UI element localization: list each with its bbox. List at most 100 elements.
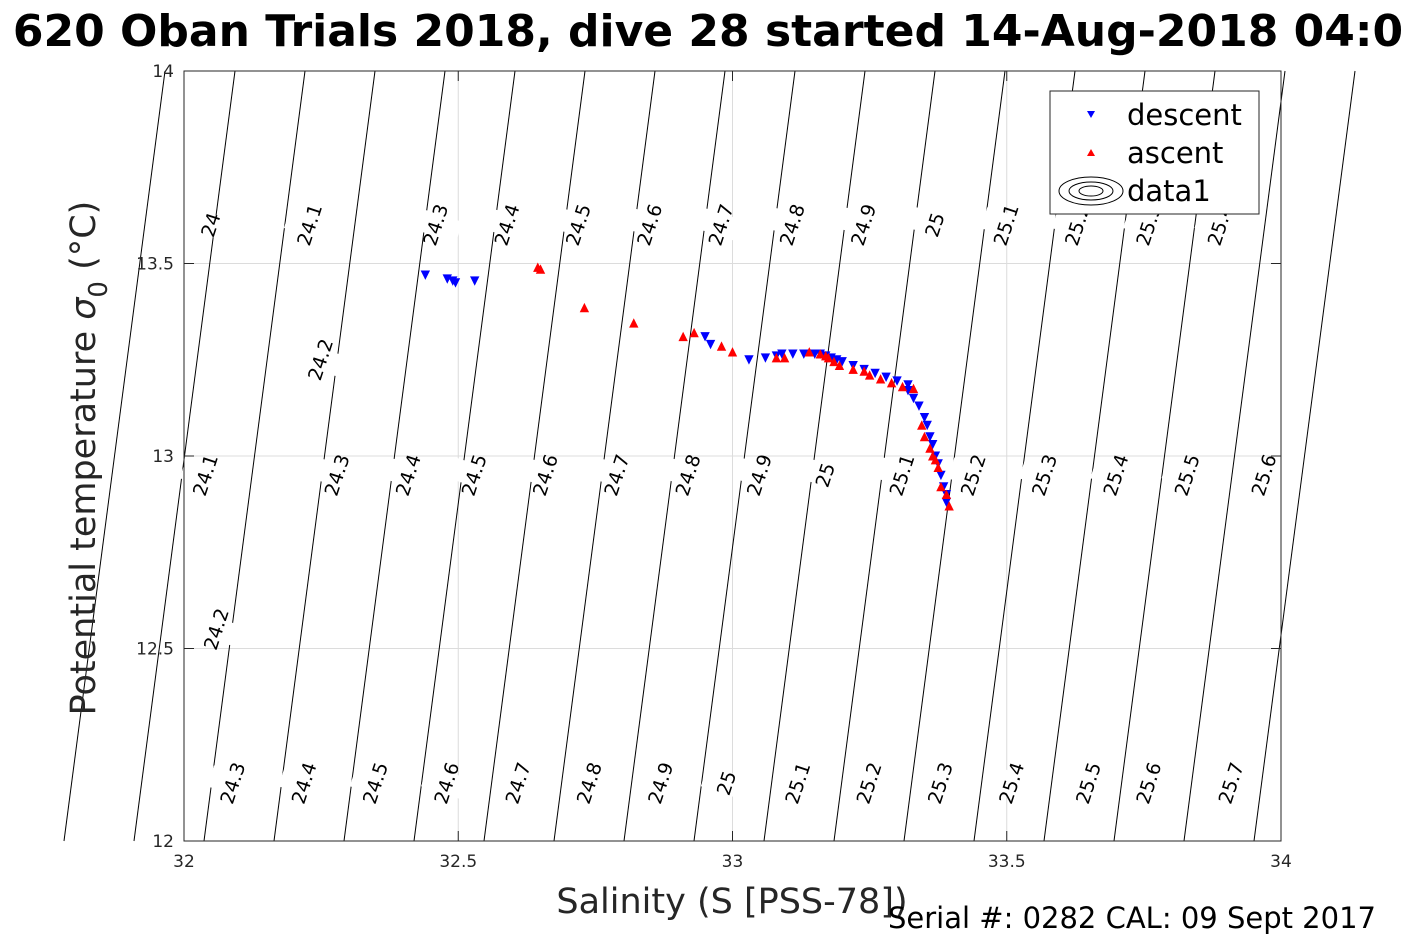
descent-marker (450, 278, 461, 288)
ascent-marker (897, 381, 908, 392)
data-markers (420, 262, 954, 511)
descent-marker (760, 353, 771, 363)
descent-marker (744, 355, 754, 365)
contour-label-bg (700, 765, 754, 802)
ascent-marker (779, 352, 790, 363)
isopycnal-line (343, 70, 446, 842)
contour-label-bg (481, 207, 534, 243)
isopycnal-line (483, 70, 586, 842)
contour-label-bg (662, 457, 715, 494)
x-tick-label: 34 (1270, 852, 1292, 872)
ascent-marker (535, 264, 546, 274)
isopycnal-line (273, 70, 376, 842)
contour-label-bg (563, 765, 617, 802)
contour-label-bg (766, 207, 820, 243)
contour-label-bg (492, 765, 545, 802)
descent-marker (908, 393, 919, 404)
ascent-marker (859, 366, 869, 376)
descent-marker (892, 376, 902, 386)
contour-label-bg (624, 207, 677, 243)
contour-label-bg (294, 341, 348, 378)
y-axis-label-subscript: 0 (84, 281, 114, 298)
descent-marker (922, 420, 932, 431)
isopycnal-line (833, 70, 936, 842)
ascent-marker (919, 431, 930, 442)
isopycnal-line (203, 70, 306, 842)
descent-marker (870, 368, 880, 379)
contour-label-bg (947, 457, 1001, 494)
contour-label-bg (1051, 207, 1105, 243)
ascent-marker (944, 501, 954, 511)
contour-label-bg (799, 457, 852, 494)
descent-marker (919, 412, 930, 423)
ascent-marker (815, 349, 825, 359)
contour-label-bg (914, 765, 968, 802)
ascent-marker (925, 443, 935, 453)
contour-label-bg (311, 457, 364, 494)
ascent-marker (933, 462, 943, 473)
ascent-marker (678, 331, 688, 342)
descent-marker (777, 349, 787, 359)
axis-ticks: 32 32.5 33 33.5 34 12 12.5 13 13.5 14 (136, 62, 1292, 872)
contour-label-bg (382, 457, 436, 494)
contour-label-bg (1238, 457, 1291, 494)
contour-label-bg (876, 457, 929, 494)
ascent-marker (716, 341, 727, 351)
y-tick-label: 14 (152, 62, 174, 82)
ascent-marker (629, 318, 639, 328)
y-axis-label-text: Potential temperature (64, 320, 104, 716)
y-axis-label-sigma: σ (64, 296, 104, 320)
chart-title: 620 Oban Trials 2018, dive 28 started 14… (13, 6, 1403, 57)
contour-label-bg (634, 765, 688, 802)
legend-ascent-icon (1087, 149, 1095, 156)
descent-marker (928, 439, 938, 450)
ascent-marker (689, 327, 699, 338)
isopycnal-line (413, 70, 516, 842)
x-tick-label: 32 (173, 852, 195, 872)
contour-label-bg (179, 457, 233, 494)
ascent-marker (941, 489, 952, 500)
contour-label-bg (1194, 207, 1247, 243)
ascent-marker (917, 420, 927, 430)
ascent-marker (829, 356, 839, 367)
legend-label: descent (1127, 98, 1242, 132)
isopycnal-line (763, 70, 866, 842)
serial-calibration-note: Serial #: 0282 CAL: 09 Sept 2017 (888, 901, 1376, 935)
ascent-marker (886, 377, 897, 388)
isopycnal-line (1183, 70, 1286, 842)
ascent-marker (864, 370, 875, 380)
x-tick-label: 33.5 (988, 852, 1026, 872)
ascent-marker (848, 364, 858, 374)
y-axis-label: Potential temperature σ0 (°C) (64, 201, 114, 716)
contour-label-bg (185, 207, 238, 243)
isopycnal-line (1253, 70, 1356, 842)
contour-label-bg (190, 611, 244, 648)
contour-label-bg (843, 765, 896, 802)
contour-label-bg (837, 207, 891, 243)
descent-marker (705, 339, 716, 350)
contour-label-bg (1090, 457, 1143, 494)
contour-label-bg (519, 457, 573, 494)
contour-label-bg (733, 457, 787, 494)
descent-marker (914, 401, 924, 411)
ascent-marker (771, 352, 782, 363)
legend-contour-icon (1078, 185, 1104, 197)
contour-label-bg (1018, 457, 1072, 494)
contour-label-bg (591, 457, 644, 494)
ascent-marker (823, 352, 834, 363)
descent-marker (700, 332, 710, 342)
descent-marker (788, 349, 798, 359)
ascent-marker (930, 454, 941, 465)
contour-label-bg (448, 457, 501, 494)
contour-label-bg (1062, 765, 1116, 802)
contour-label-bg (207, 765, 260, 802)
ascent-marker (908, 383, 919, 394)
contour-label-bg (349, 765, 403, 802)
descent-marker (420, 270, 431, 280)
y-tick-label: 12.5 (136, 640, 174, 660)
descent-marker (470, 276, 480, 286)
contour-label-bg (421, 765, 474, 802)
x-axis-label: Salinity (S [PSS-78]) (556, 882, 907, 922)
ascent-marker (579, 302, 590, 313)
